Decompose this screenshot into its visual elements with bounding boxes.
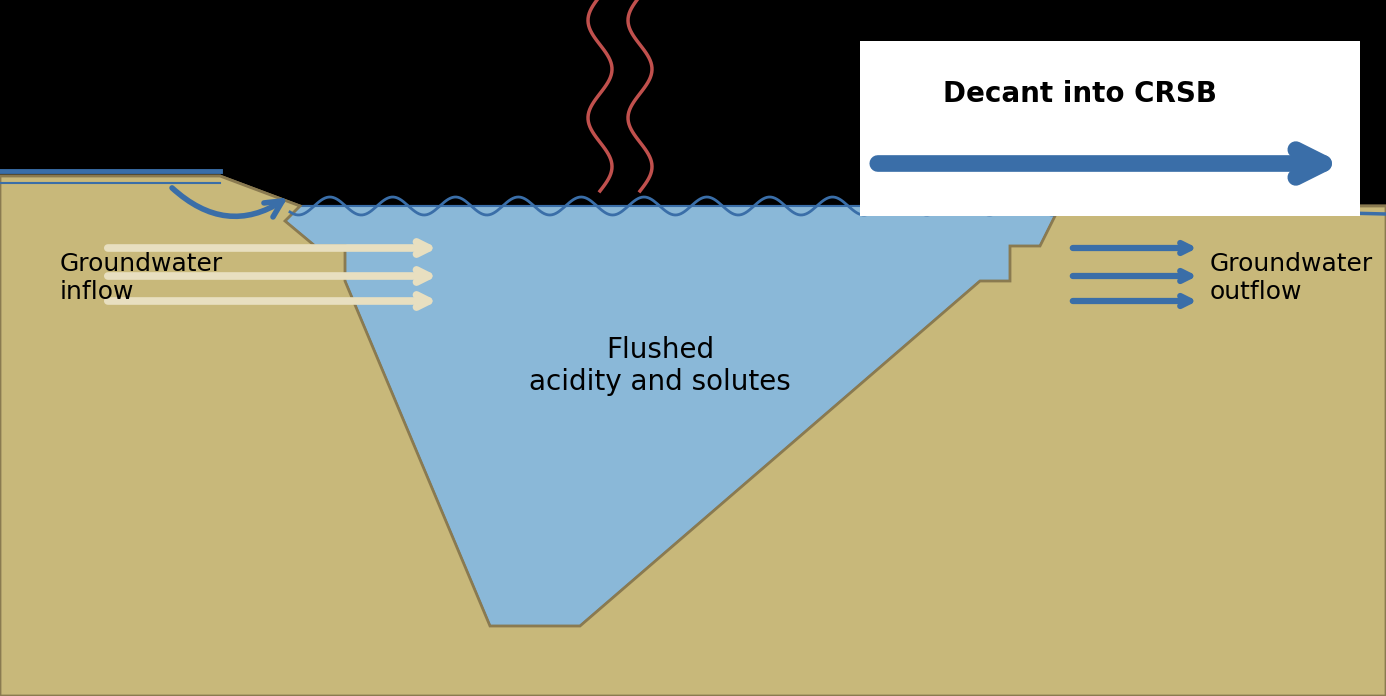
Bar bbox=[0, 0, 1386, 176]
Polygon shape bbox=[0, 176, 1386, 696]
Text: Groundwater
outflow: Groundwater outflow bbox=[1210, 252, 1374, 304]
Text: Flushed
acidity and solutes: Flushed acidity and solutes bbox=[529, 335, 791, 396]
Polygon shape bbox=[286, 206, 1060, 626]
Polygon shape bbox=[0, 176, 1386, 696]
Bar bbox=[859, 41, 1360, 216]
Text: Decant into CRSB: Decant into CRSB bbox=[942, 79, 1217, 107]
Text: Groundwater
inflow: Groundwater inflow bbox=[60, 252, 223, 304]
Polygon shape bbox=[286, 206, 1060, 626]
